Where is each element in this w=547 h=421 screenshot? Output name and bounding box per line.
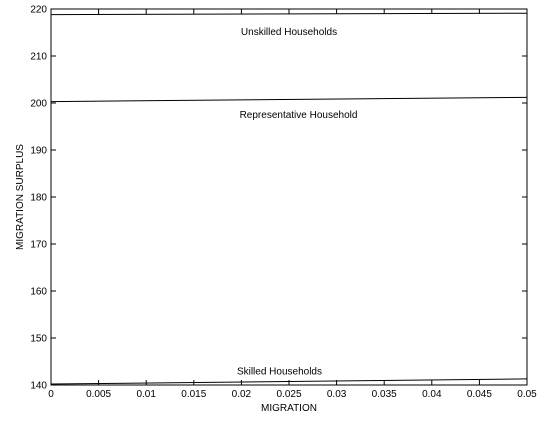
y-tick-label: 210 [30, 52, 47, 63]
y-tick-label: 150 [30, 334, 47, 345]
series-label: Representative Household [240, 110, 358, 121]
series-label: Unskilled Households [241, 27, 337, 38]
y-tick-label: 180 [30, 193, 47, 204]
y-tick-label: 220 [30, 5, 47, 16]
x-tick-label: 0.035 [372, 389, 397, 400]
y-tick-label: 160 [30, 287, 47, 298]
y-tick-label: 140 [30, 381, 47, 392]
x-tick-label: 0.03 [327, 389, 347, 400]
y-axis-title: MIGRATION SURPLUS [15, 144, 26, 250]
series-line [50, 12, 528, 16]
x-tick-label: 0.045 [467, 389, 492, 400]
y-axis-ticks: 140 150 160 170 180 190 200 210 220 [30, 5, 527, 392]
x-tick-label: 0.025 [276, 389, 301, 400]
x-tick-label: 0.05 [517, 389, 537, 400]
x-tick-label: 0.02 [232, 389, 252, 400]
series-lines [50, 12, 528, 385]
y-tick-label: 200 [30, 99, 47, 110]
x-tick-label: 0.01 [136, 389, 156, 400]
x-axis-title: MIGRATION [261, 403, 317, 414]
plot-frame [50, 8, 528, 386]
series-line [50, 378, 528, 385]
x-tick-label: 0.015 [181, 389, 206, 400]
x-tick-label: 0 [48, 389, 54, 400]
x-tick-label: 0.04 [422, 389, 442, 400]
series-labels: Unskilled Households Representative House… [237, 27, 358, 378]
x-axis-ticks: 0 0.005 0.01 0.015 0.02 0.025 0.03 0.035 0.04 0.0… [48, 9, 537, 400]
series-label: Skilled Households [237, 367, 322, 378]
y-tick-label: 190 [30, 146, 47, 157]
series-line [50, 96, 528, 103]
x-tick-label: 0.005 [86, 389, 111, 400]
y-tick-label: 170 [30, 240, 47, 251]
